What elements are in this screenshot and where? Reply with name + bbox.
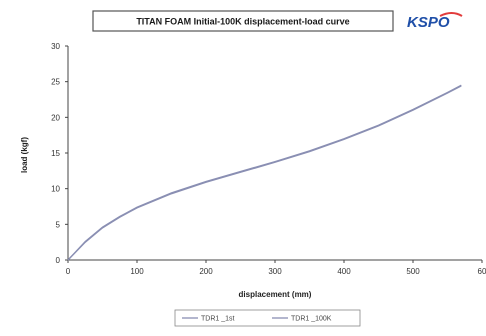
y-axis-label: load (kgf) [20,137,29,173]
kspo-logo-text: KSPO [407,14,450,31]
x-tick-label: 100 [130,267,144,276]
y-tick-label: 0 [56,256,61,265]
chart-title: TITAN FOAM Initial-100K displacement-loa… [136,17,349,27]
y-tick-label: 25 [51,78,60,87]
chart-plot-area [67,84,462,261]
legend-box [174,309,361,327]
kspo-logo: KSPO [407,12,463,31]
legend-label: TDR1 _100K [291,316,332,323]
y-tick-label: 30 [51,42,60,51]
x-tick-label: 500 [406,267,420,276]
chart-title-box [92,10,394,32]
y-tick-label: 5 [56,220,61,229]
x-tick-label: 200 [199,267,213,276]
y-tick-label: 10 [51,185,60,194]
chart-legend: TDR1 _1st TDR1 _100K [174,309,361,327]
series-line-2 [67,85,462,261]
series-line-1 [67,84,462,261]
x-tick-label: 0 [66,267,71,276]
y-tick-label: 15 [51,149,60,158]
x-tick-label: 400 [337,267,351,276]
y-tick-label: 20 [51,113,60,122]
x-tick-label: 300 [268,267,282,276]
x-axis-label: displacement (mm) [239,290,312,299]
x-tick-label: 60 [478,267,486,276]
kspo-swoosh-icon [439,12,463,17]
legend-label: TDR1 _1st [201,316,235,323]
